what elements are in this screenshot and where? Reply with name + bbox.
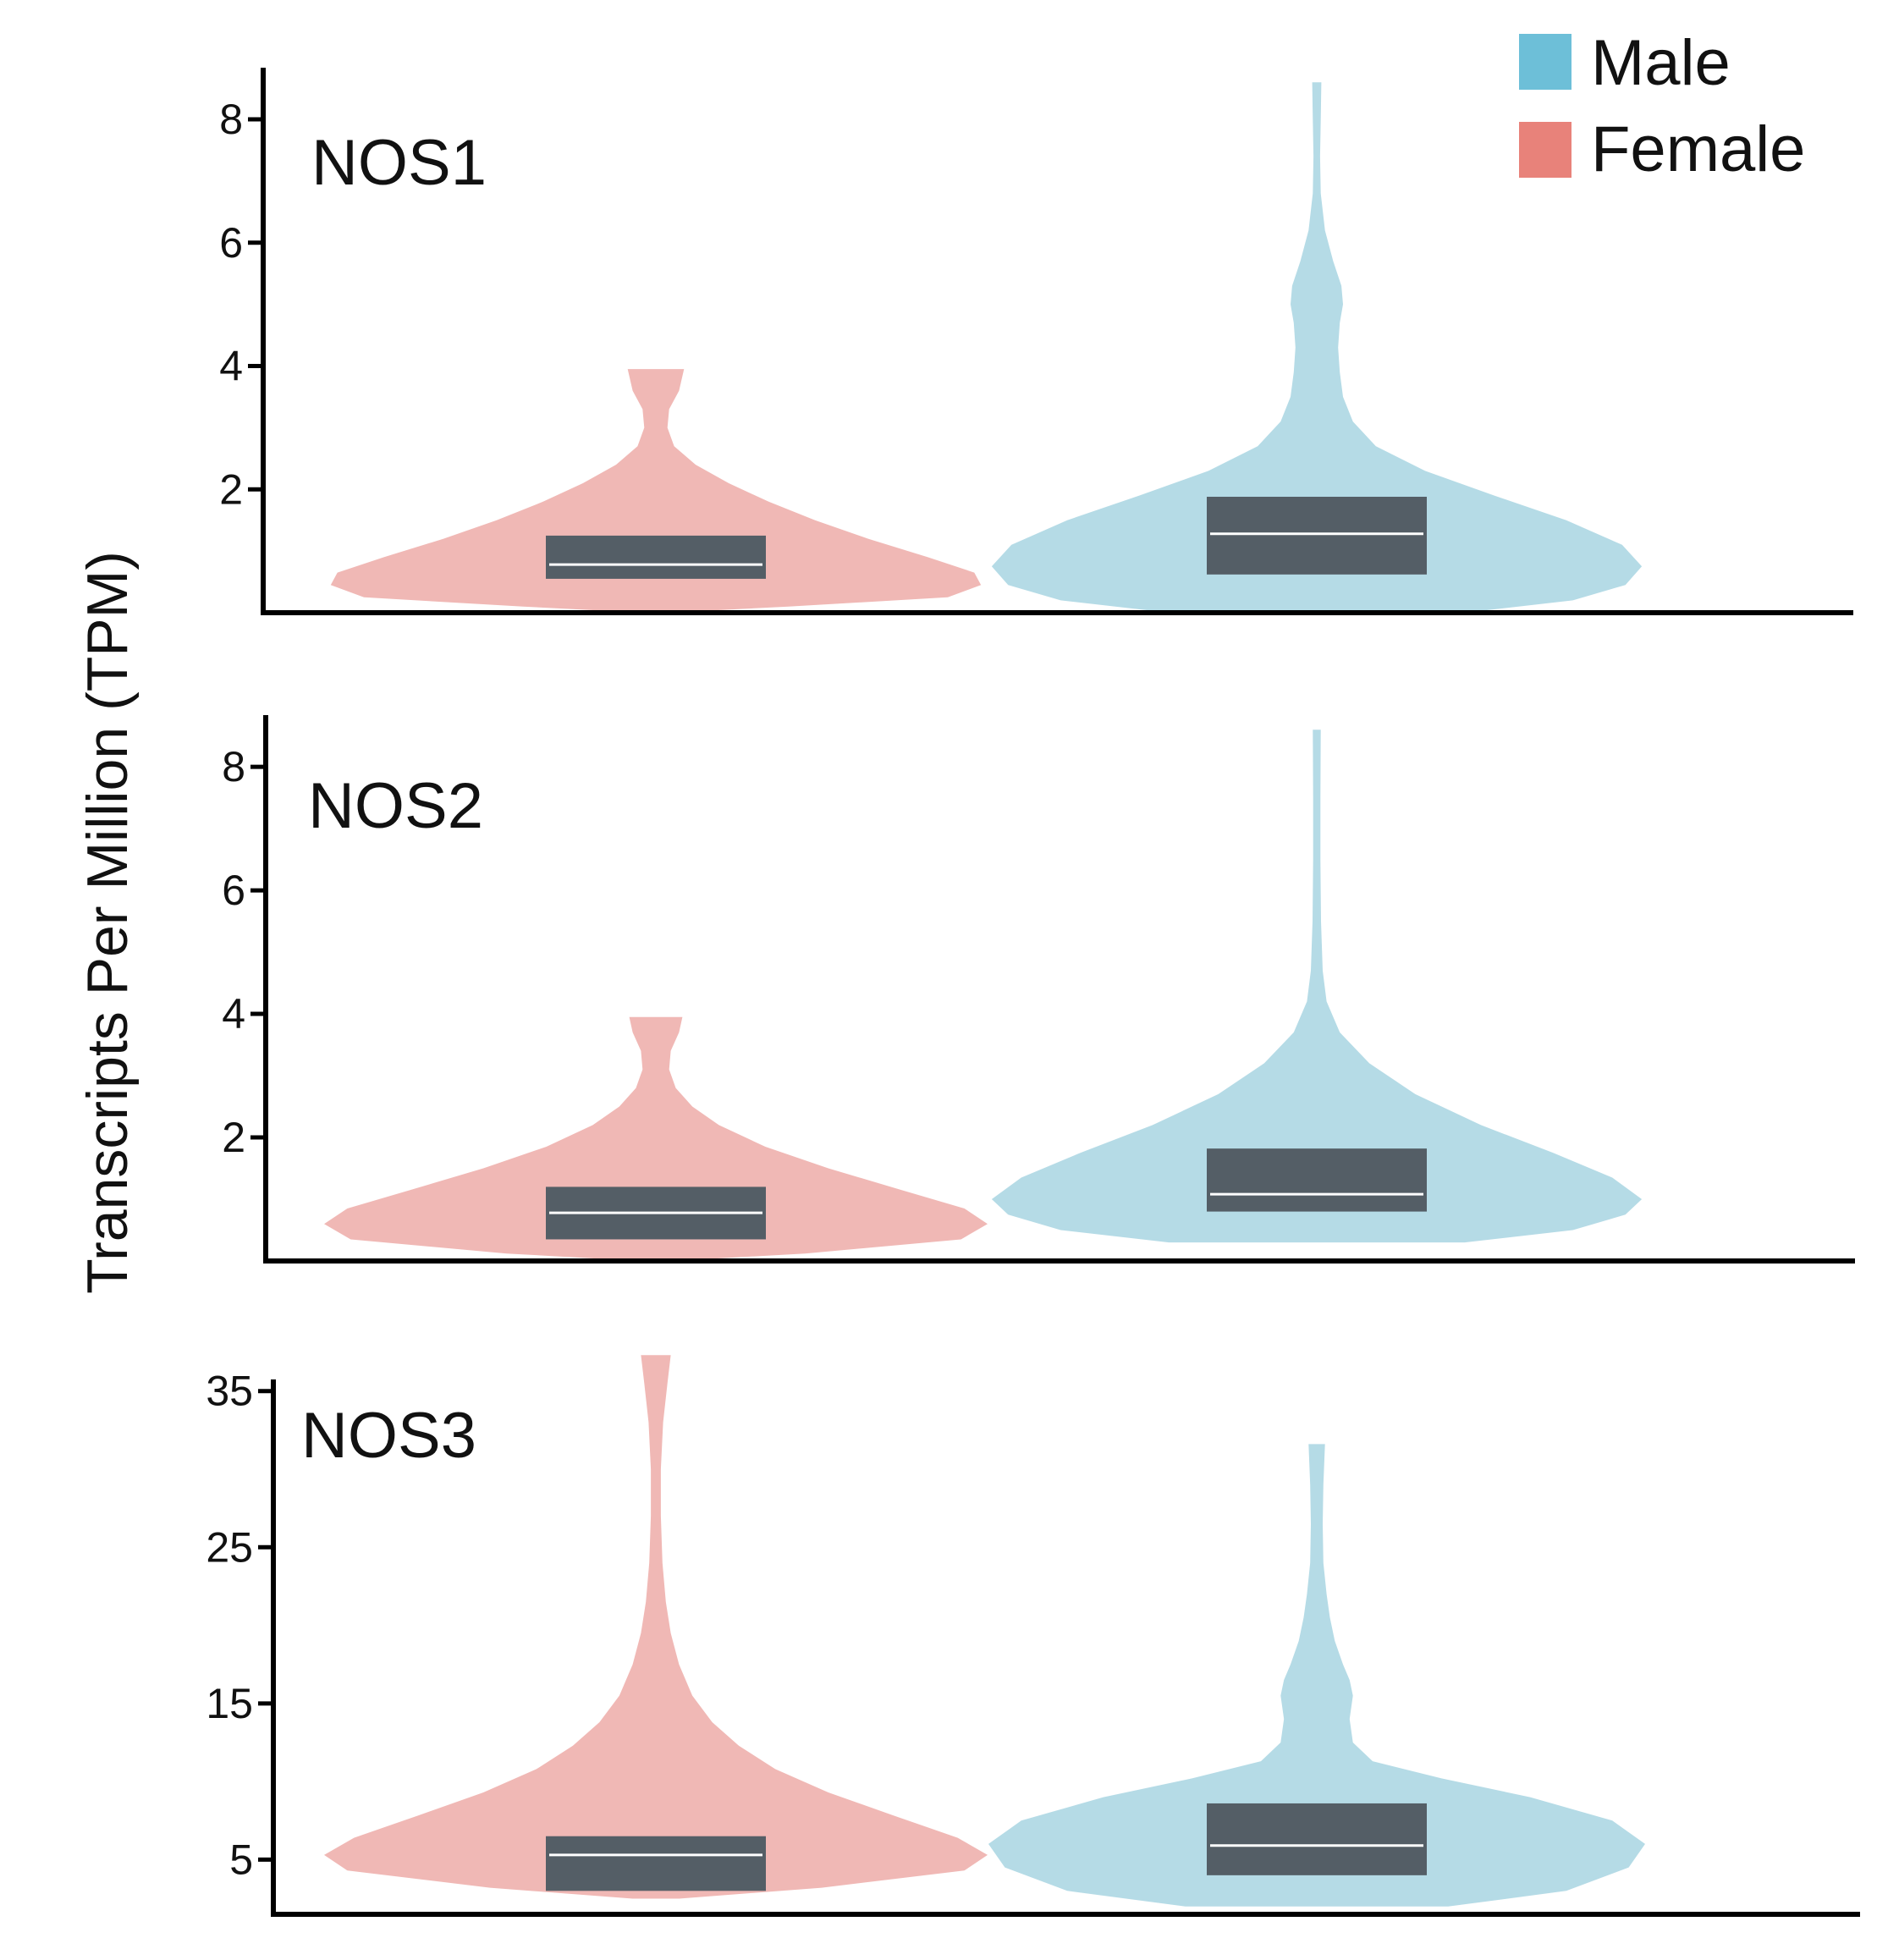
panel-nos3: 5 15 25 35 NOS3 [206, 1355, 1860, 1917]
violin-male [991, 82, 1643, 614]
y-tick-label: 15 [206, 1680, 253, 1727]
y-tick-label: 8 [222, 743, 245, 790]
legend-swatch-male [1519, 34, 1571, 90]
y-tick-label: 4 [222, 990, 245, 1038]
gene-label: NOS3 [301, 1400, 476, 1472]
violin-female [324, 1355, 988, 1899]
violin-male [991, 729, 1643, 1243]
gene-label: NOS1 [311, 127, 487, 199]
y-tick-label: 4 [219, 343, 243, 390]
y-tick-label: 6 [219, 219, 243, 267]
y-axis-title: Transcripts Per Million (TPM) [75, 551, 140, 1294]
legend-swatch-female [1519, 122, 1571, 178]
y-tick-label: 2 [219, 465, 243, 513]
y-tick-label: 25 [206, 1523, 253, 1571]
panel-nos2: 2 4 6 8 NOS2 [222, 715, 1855, 1264]
legend-label-female: Female [1591, 113, 1805, 185]
box-male [1207, 496, 1427, 575]
box-female [546, 535, 766, 579]
box-male [1207, 1803, 1427, 1875]
panels-layer: 2 4 6 8 NOS1 2 4 6 8 NOS2 5 15 25 35 NOS3 [206, 68, 1860, 1917]
y-tick-label: 8 [219, 96, 243, 143]
panel-nos1: 2 4 6 8 NOS1 [219, 68, 1853, 615]
y-tick-label: 35 [206, 1368, 253, 1415]
violin-female [324, 1016, 988, 1261]
y-tick-label: 6 [222, 867, 245, 914]
violin-male [988, 1444, 1645, 1907]
box-male [1207, 1148, 1427, 1212]
y-tick-label: 2 [222, 1114, 245, 1161]
gene-label: NOS2 [308, 770, 483, 842]
y-tick-label: 5 [229, 1836, 253, 1883]
legend-label-male: Male [1591, 27, 1731, 99]
box-female [546, 1836, 766, 1891]
violin-female [330, 369, 982, 613]
legend: Male Female [1519, 27, 1805, 185]
